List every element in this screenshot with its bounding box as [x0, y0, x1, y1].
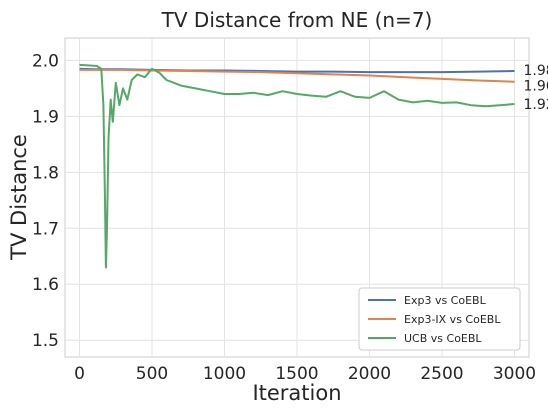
- x-axis-ticks: 0 500 1000 1500 2000 2500 3000: [74, 364, 536, 384]
- x-tick-label: 2000: [348, 364, 391, 384]
- x-tick-label: 2500: [420, 364, 463, 384]
- y-tick-label: 1.9: [32, 107, 59, 127]
- x-tick-label: 3000: [493, 364, 536, 384]
- series-end-label: 1.98: [524, 63, 548, 79]
- y-tick-label: 1.7: [32, 219, 59, 239]
- x-tick-label: 500: [136, 364, 168, 384]
- y-tick-label: 2.0: [32, 51, 59, 71]
- legend-label-exp3: Exp3 vs CoEBL: [404, 294, 487, 307]
- legend: Exp3 vs CoEBL Exp3-IX vs CoEBL UCB vs Co…: [358, 287, 521, 351]
- series-lines: [79, 63, 515, 269]
- y-tick-label: 1.8: [32, 163, 59, 183]
- legend-box: [358, 287, 521, 351]
- y-axis-ticks: 1.5 1.6 1.7 1.8 1.9 2.0: [32, 51, 59, 351]
- legend-label-ucb: UCB vs CoEBL: [404, 332, 482, 345]
- y-axis-label: TV Distance: [7, 134, 31, 261]
- series-line: [79, 68, 515, 83]
- x-axis-label: Iteration: [252, 381, 341, 405]
- series-end-label: 1.92: [524, 97, 548, 113]
- series-line: [79, 63, 515, 269]
- y-tick-label: 1.5: [32, 331, 59, 351]
- x-tick-label: 1500: [275, 364, 318, 384]
- series-end-labels: 1.981.96 1.92: [524, 63, 548, 113]
- chart-title: TV Distance from NE (n=7): [161, 8, 433, 32]
- series-end-label: 1.96: [524, 79, 548, 95]
- x-tick-label: 0: [74, 364, 85, 384]
- x-tick-label: 1000: [203, 364, 246, 384]
- y-tick-label: 1.6: [32, 275, 59, 295]
- legend-label-exp3-ix: Exp3-IX vs CoEBL: [404, 313, 501, 326]
